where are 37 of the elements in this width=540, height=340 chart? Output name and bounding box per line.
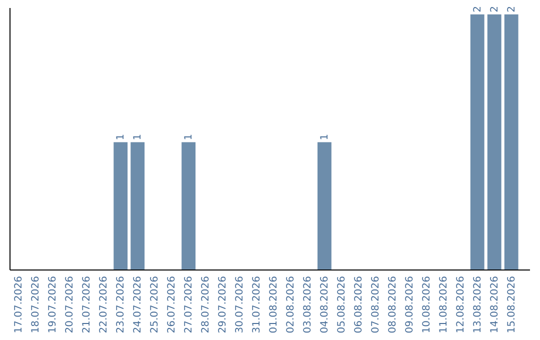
x-tick-label: 09.08.2026 [404, 276, 416, 334]
x-tick-label: 12.08.2026 [455, 276, 466, 334]
x-tick-label: 06.08.2026 [353, 276, 364, 334]
x-tick-label: 29.07.2026 [218, 276, 229, 334]
x-tick-label: 24.07.2026 [132, 276, 144, 334]
x-tick-label: 30.07.2026 [234, 276, 246, 334]
data-label: 1 [132, 134, 144, 140]
x-tick-label: 22.07.2026 [98, 276, 110, 334]
x-tick-label: 07.08.2026 [370, 276, 382, 334]
x-tick-label: 08.08.2026 [387, 276, 398, 334]
x-tick-label: 11.08.2026 [438, 276, 450, 334]
data-label: 1 [116, 134, 127, 140]
x-tick-label: 21.07.2026 [82, 276, 93, 334]
x-tick-label: 28.07.2026 [200, 276, 212, 334]
x-tick-label: 25.07.2026 [150, 276, 161, 334]
data-label: 1 [184, 134, 195, 140]
x-tick-label: 01.08.2026 [268, 276, 280, 334]
x-tick-label: 23.07.2026 [116, 276, 127, 334]
x-tick-label: 20.07.2026 [64, 276, 76, 334]
x-tick-label: 14.08.2026 [489, 276, 500, 334]
data-label: 2 [506, 6, 518, 12]
x-tick-label: 05.08.2026 [336, 276, 348, 334]
x-tick-label: 19.07.2026 [48, 276, 59, 334]
x-tick-label: 13.08.2026 [472, 276, 484, 334]
x-tick-label: 15.08.2026 [506, 276, 518, 334]
x-tick-label: 17.07.2026 [14, 276, 25, 334]
x-tick-label: 31.07.2026 [252, 276, 263, 334]
data-label: 1 [319, 134, 330, 140]
x-tick-label: 18.07.2026 [30, 276, 42, 334]
x-tick-label: 04.08.2026 [319, 276, 330, 334]
x-tick-label: 26.07.2026 [166, 276, 178, 334]
x-tick-label: 27.07.2026 [184, 276, 195, 334]
x-tick-label: 10.08.2026 [421, 276, 432, 334]
data-label: 2 [472, 6, 484, 12]
x-tick-label: 02.08.2026 [285, 276, 296, 334]
x-tick-label: 03.08.2026 [302, 276, 314, 334]
data-label: 2 [489, 6, 500, 12]
